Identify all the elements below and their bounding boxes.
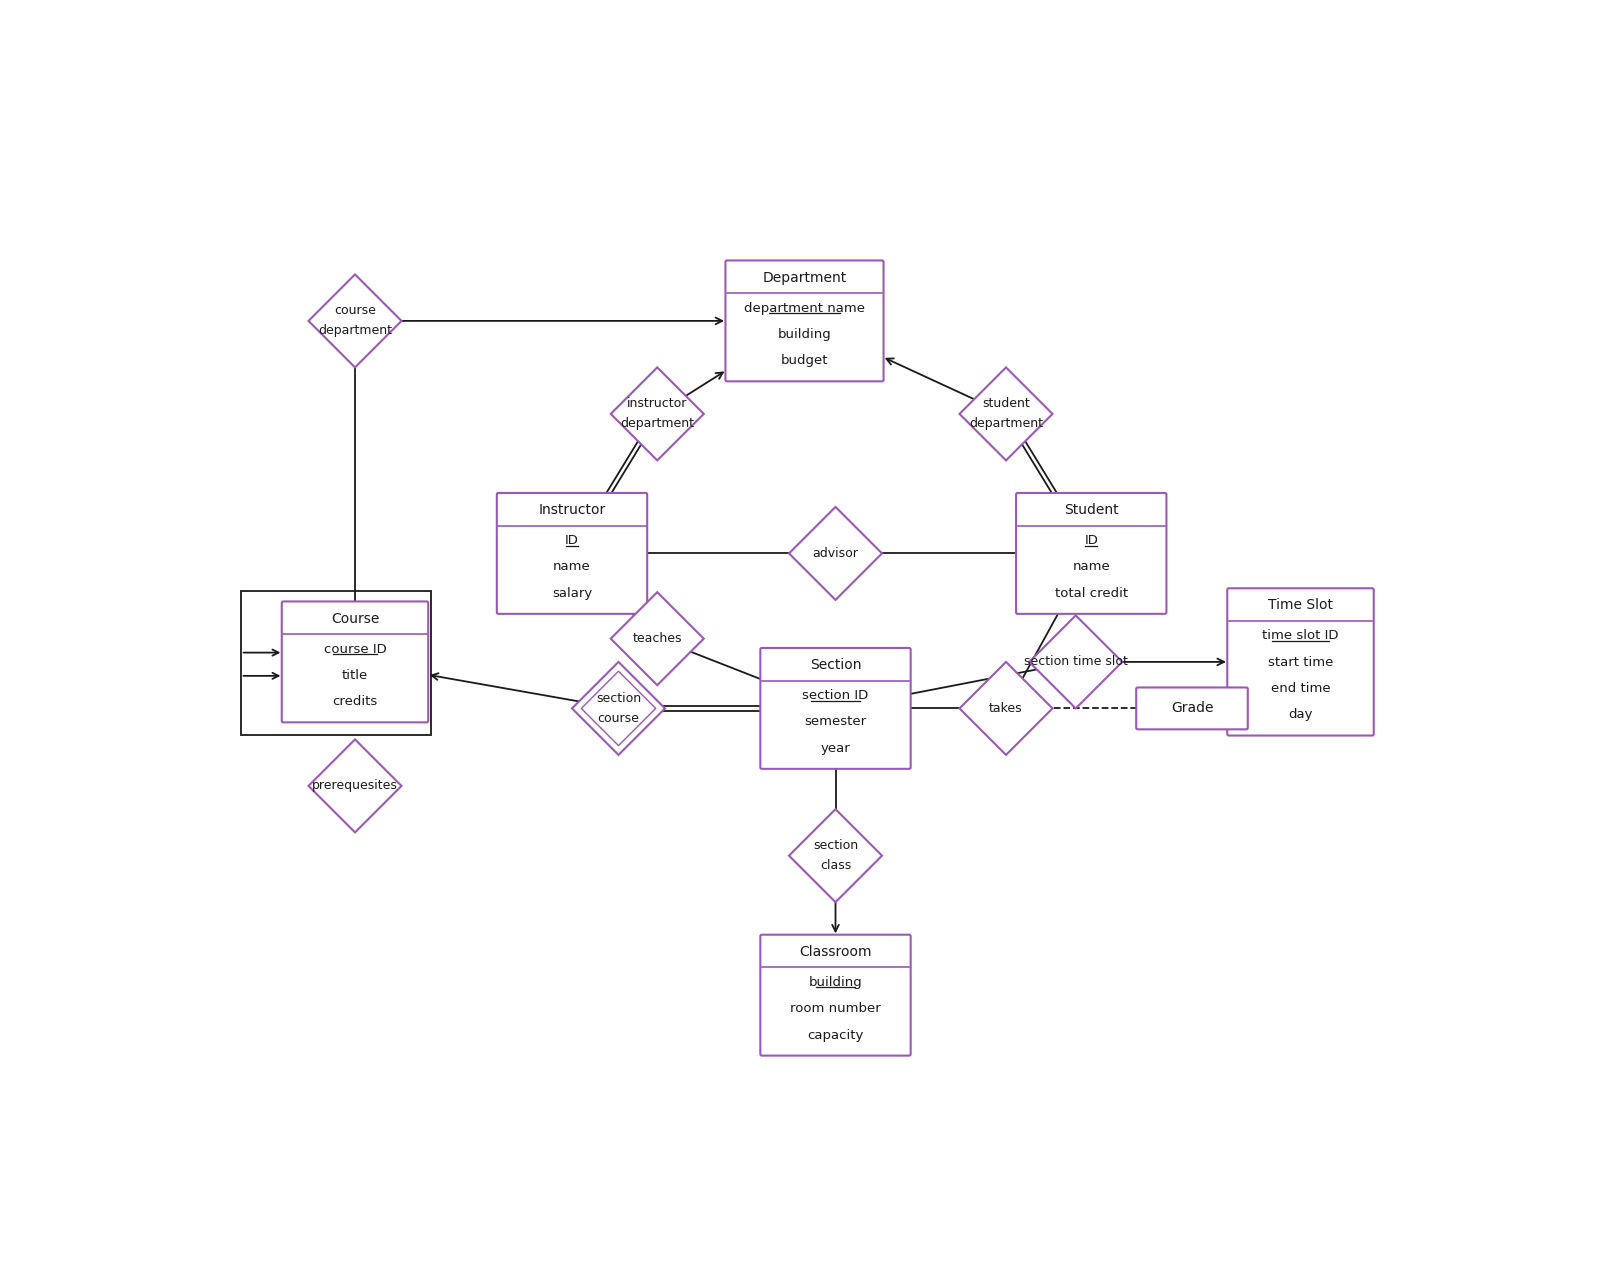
Text: credits: credits [333, 695, 378, 708]
Text: building: building [808, 975, 862, 989]
Text: prerequesites: prerequesites [312, 780, 398, 792]
Text: name: name [1072, 561, 1110, 573]
Text: budget: budget [781, 355, 829, 367]
Text: Instructor: Instructor [538, 503, 606, 517]
FancyBboxPatch shape [1016, 493, 1166, 614]
Text: end time: end time [1270, 682, 1330, 695]
Text: department: department [318, 324, 392, 338]
Polygon shape [309, 274, 402, 367]
Text: building: building [778, 328, 832, 340]
Text: name: name [554, 561, 590, 573]
Text: Classroom: Classroom [800, 945, 872, 959]
Text: advisor: advisor [813, 547, 859, 559]
Text: department name: department name [744, 302, 866, 315]
Text: takes: takes [989, 701, 1022, 716]
Polygon shape [611, 593, 704, 685]
FancyBboxPatch shape [760, 934, 910, 1056]
FancyBboxPatch shape [498, 493, 646, 614]
Text: section: section [813, 840, 858, 852]
Polygon shape [573, 662, 666, 755]
Text: student: student [982, 397, 1030, 411]
Text: Course: Course [331, 612, 379, 626]
Text: title: title [342, 669, 368, 682]
Text: course: course [597, 712, 640, 724]
Text: day: day [1288, 709, 1312, 722]
FancyBboxPatch shape [1136, 687, 1248, 730]
Text: room number: room number [790, 1002, 882, 1015]
Text: class: class [819, 859, 851, 872]
Text: department: department [970, 417, 1043, 430]
Polygon shape [309, 740, 402, 832]
Text: teaches: teaches [632, 632, 682, 645]
Text: course ID: course ID [323, 643, 386, 655]
Text: section time slot: section time slot [1024, 655, 1128, 668]
Text: time slot ID: time slot ID [1262, 630, 1339, 643]
Polygon shape [611, 367, 704, 461]
Text: salary: salary [552, 586, 592, 600]
Text: semester: semester [805, 716, 867, 728]
FancyBboxPatch shape [282, 602, 429, 722]
Text: Section: Section [810, 658, 861, 672]
Text: ID: ID [1085, 534, 1098, 547]
Text: ID: ID [565, 534, 579, 547]
Bar [240, 591, 430, 735]
Text: section ID: section ID [802, 689, 869, 703]
Polygon shape [789, 809, 882, 902]
Text: total credit: total credit [1054, 586, 1128, 600]
Text: capacity: capacity [808, 1029, 864, 1042]
Text: course: course [334, 305, 376, 317]
FancyBboxPatch shape [760, 648, 910, 769]
Polygon shape [1029, 616, 1122, 708]
Text: Student: Student [1064, 503, 1118, 517]
Text: Department: Department [762, 270, 846, 284]
Polygon shape [789, 507, 882, 600]
Text: Grade: Grade [1171, 701, 1213, 716]
FancyBboxPatch shape [725, 260, 883, 381]
Polygon shape [960, 662, 1053, 755]
Text: instructor: instructor [627, 397, 688, 411]
Polygon shape [960, 367, 1053, 461]
Text: Time Slot: Time Slot [1267, 598, 1333, 612]
FancyBboxPatch shape [1227, 589, 1374, 736]
Text: start time: start time [1267, 655, 1333, 668]
Text: year: year [821, 742, 850, 755]
Text: section: section [595, 691, 642, 705]
Text: department: department [621, 417, 694, 430]
